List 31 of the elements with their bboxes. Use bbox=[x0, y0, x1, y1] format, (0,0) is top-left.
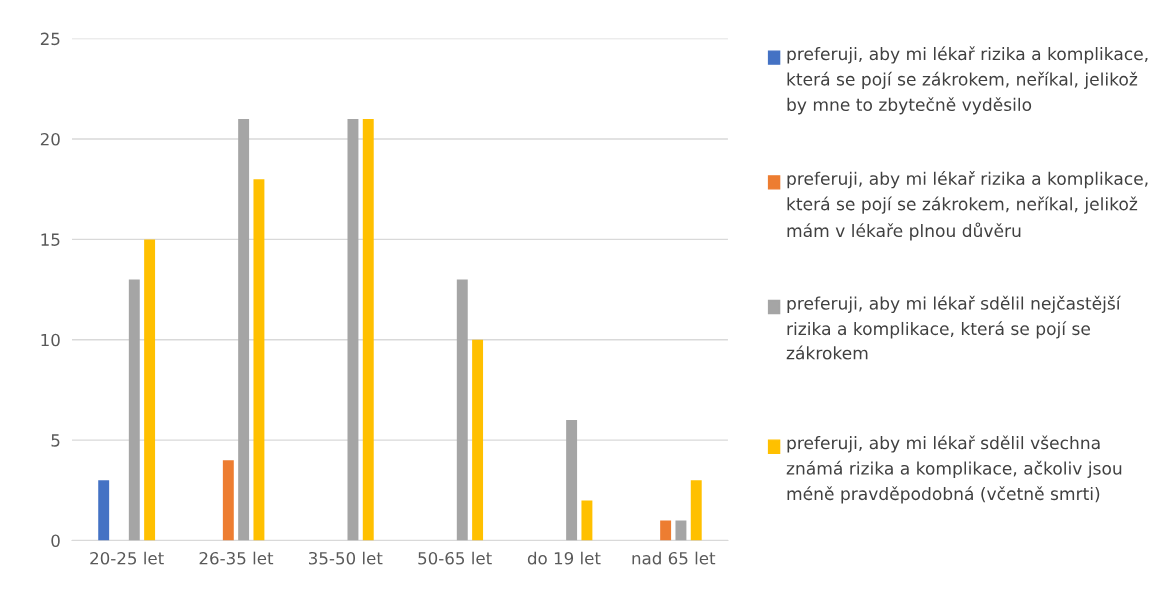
y-tick-label: 10 bbox=[41, 333, 60, 347]
x-tick-label: nad 65 let bbox=[632, 551, 716, 565]
legend-label: preferuji, aby mi lékař sdělil všechna známá rizika a komplikace, ačkoliv jsou méně pravděpodobná (včetně smrti) bbox=[786, 435, 1122, 504]
y-tick-label: 0 bbox=[51, 534, 60, 548]
bar bbox=[347, 118, 359, 541]
bar bbox=[675, 520, 687, 541]
bar bbox=[581, 500, 593, 541]
bar bbox=[690, 480, 702, 541]
y-tick-label: 25 bbox=[40, 32, 60, 46]
legend-label: preferuji, aby mi lékař rizika a komplikace, která se pojí se zákrokem, neříkal, jelikož by mne to zbytečně vyděsilo bbox=[787, 46, 1148, 115]
bar bbox=[362, 118, 374, 541]
x-tick-label: 26-35 let bbox=[199, 551, 274, 565]
bar bbox=[566, 420, 578, 541]
x-tick-label: 20-25 let bbox=[90, 551, 164, 565]
bar bbox=[128, 279, 140, 541]
x-tick-label: 35-50 let bbox=[309, 551, 383, 565]
bar bbox=[222, 460, 234, 541]
bar bbox=[456, 279, 468, 541]
bar bbox=[472, 339, 484, 541]
legend-label: preferuji, aby mi lékař rizika a komplikace, která se pojí se zákrokem, neříkal, jelikož mám v lékaře plnou důvěru bbox=[787, 171, 1148, 241]
legend-label: preferuji, aby mi lékař sdělil nejčastější rizika a komplikace, která se pojí se zákrokem bbox=[786, 295, 1121, 360]
bar bbox=[238, 118, 250, 541]
x-tick-label: do 19 let bbox=[527, 551, 601, 565]
bar bbox=[660, 520, 672, 541]
bar bbox=[144, 239, 156, 541]
y-tick-label: 5 bbox=[51, 434, 60, 447]
bar bbox=[253, 179, 265, 541]
y-tick-label: 20 bbox=[40, 132, 60, 146]
y-tick-label: 15 bbox=[41, 233, 60, 246]
x-tick-label: 50-65 let bbox=[418, 551, 492, 565]
bar bbox=[98, 480, 110, 541]
